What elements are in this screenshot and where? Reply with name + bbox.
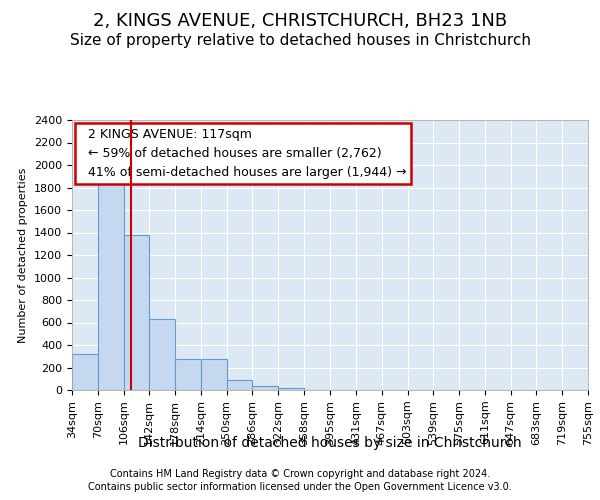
Bar [227,380,253,390]
Text: 2, KINGS AVENUE, CHRISTCHURCH, BH23 1NB: 2, KINGS AVENUE, CHRISTCHURCH, BH23 1NB [93,12,507,30]
Y-axis label: Number of detached properties: Number of detached properties [19,168,28,342]
Text: 2 KINGS AVENUE: 117sqm
  ← 59% of detached houses are smaller (2,762)
  41% of s: 2 KINGS AVENUE: 117sqm ← 59% of detached… [80,128,406,179]
Text: Contains public sector information licensed under the Open Government Licence v3: Contains public sector information licen… [88,482,512,492]
Bar [253,386,278,390]
Bar [72,354,98,390]
Bar [124,235,149,390]
Bar [98,170,124,390]
Bar [201,358,227,390]
Text: Contains HM Land Registry data © Crown copyright and database right 2024.: Contains HM Land Registry data © Crown c… [110,469,490,479]
Bar [278,388,304,390]
Text: Size of property relative to detached houses in Christchurch: Size of property relative to detached ho… [70,32,530,48]
Text: Distribution of detached houses by size in Christchurch: Distribution of detached houses by size … [138,436,522,450]
Bar [175,358,201,390]
Bar [149,319,175,390]
